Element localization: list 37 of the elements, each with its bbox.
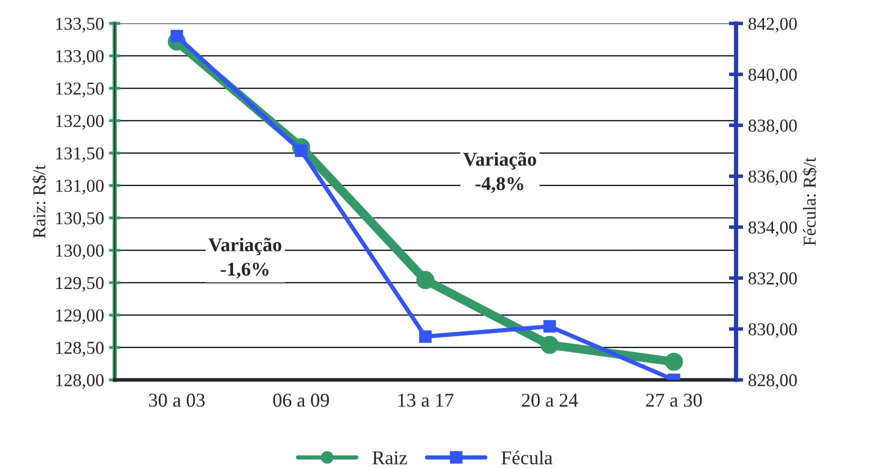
y2-axis-title: Fécula: R$/t [802, 157, 817, 246]
x-tick-label: 06 a 09 [273, 394, 329, 407]
y-tick-label: 128,50 [56, 342, 104, 357]
point [416, 271, 434, 290]
y2-tick-label: 836,00 [748, 170, 797, 186]
x-tick-label: 30 a 03 [149, 394, 205, 407]
y-tick-label: 130,50 [56, 212, 104, 227]
y-tick-label: 133,00 [56, 50, 104, 65]
y2-tick-label: 842,00 [748, 18, 797, 32]
y-axis-title: Raiz: R$/t [32, 164, 47, 238]
legend-label: Fécula [501, 450, 552, 464]
annotation: Variação -4,8% [463, 152, 536, 194]
y-tick-label: 131,00 [56, 180, 104, 195]
y-tick-label: 132,00 [56, 114, 104, 130]
y-tick-label: 128,00 [56, 374, 104, 389]
y-tick-label: 129,00 [56, 309, 104, 324]
x-tick-label: 27 a 30 [646, 394, 702, 407]
y2-tick-label: 830,00 [748, 323, 797, 338]
y-tick-label: 132,50 [56, 82, 104, 98]
point [540, 336, 559, 354]
y-tick-label: 129,50 [56, 276, 104, 292]
y2-tick-label: 834,00 [748, 221, 797, 236]
y-tick-label: 133,50 [56, 18, 104, 32]
x-tick-label: 20 a 24 [522, 394, 578, 407]
point [170, 30, 184, 42]
y2-tick-label: 828,00 [748, 374, 797, 389]
y2-tick-label: 840,00 [748, 68, 797, 84]
y-tick-label: 130,00 [56, 244, 104, 260]
annotation: Variação -1,6% [208, 238, 282, 279]
point [664, 352, 683, 371]
x-tick-label: 13 a 17 [398, 394, 454, 407]
point [419, 330, 432, 343]
point [543, 320, 556, 333]
y2-tick-label: 838,00 [748, 120, 797, 134]
y2-tick-label: 832,00 [748, 272, 797, 288]
y-tick-label: 131,50 [56, 147, 104, 162]
legend-label: Raiz [372, 451, 408, 464]
